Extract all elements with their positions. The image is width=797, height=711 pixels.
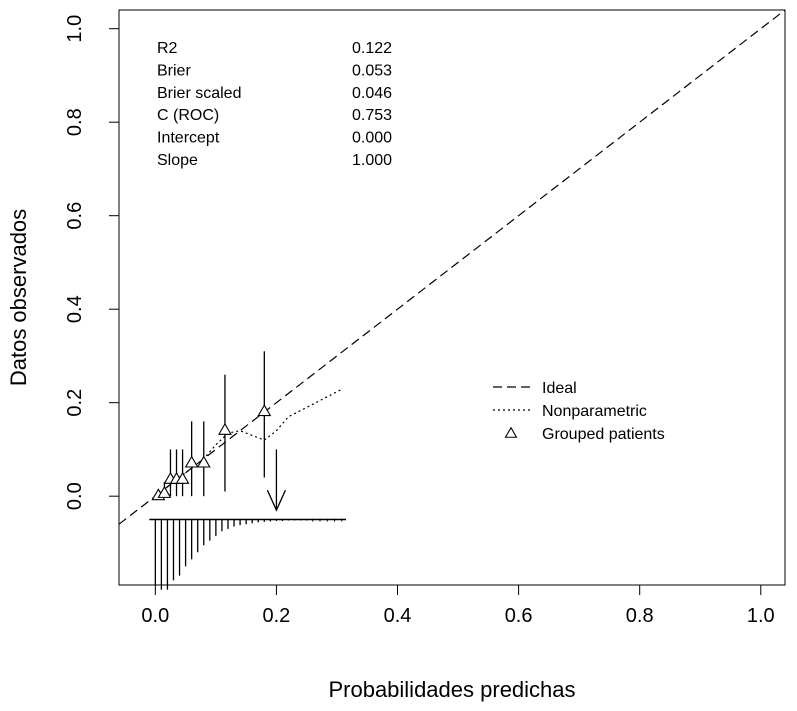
stat-value: 0.053 (352, 62, 392, 79)
x-tick-label: 0.2 (263, 605, 291, 627)
y-tick-label: 0.2 (64, 389, 86, 417)
grouped-patient-marker (196, 455, 211, 468)
y-tick-label: 0.8 (64, 108, 86, 136)
stat-value: 0.753 (352, 107, 392, 124)
stat-label: Brier scaled (157, 85, 241, 102)
stat-value: 0.046 (352, 85, 392, 102)
x-tick-label: 0.0 (141, 605, 169, 627)
x-axis-title: Probabilidades predichas (328, 677, 575, 702)
legend-label: Ideal (542, 380, 577, 397)
stat-label: Intercept (157, 130, 220, 147)
plot-frame (118, 9, 786, 586)
grouped-patient-marker (175, 471, 190, 484)
stat-label: C (ROC) (157, 107, 219, 124)
x-tick-label: 0.6 (505, 605, 533, 627)
x-tick-label: 1.0 (747, 605, 775, 627)
y-tick-label: 0.6 (64, 202, 86, 230)
x-tick-label: 0.8 (626, 605, 654, 627)
spike-histogram (149, 449, 347, 590)
legend: Ideal Nonparametric Grouped patients (493, 380, 665, 443)
stat-label: Brier (157, 62, 191, 79)
grouped-patient-marker (184, 455, 199, 468)
legend-label: Nonparametric (542, 403, 647, 420)
y-tick-label: 0.4 (64, 295, 86, 323)
arrow-head (266, 489, 287, 512)
grouped-patient-marker (218, 422, 232, 435)
stat-value: 0.000 (352, 130, 392, 147)
grouped-patient-marker (157, 485, 172, 498)
y-tick-label: 1.0 (64, 15, 86, 43)
stat-label: R2 (157, 40, 178, 57)
ideal-line (119, 10, 785, 525)
grouped-patients-layer (151, 351, 272, 501)
legend-triangle-icon (504, 426, 518, 438)
y-axis-title: Datos observados (6, 209, 31, 386)
x-tick-label: 0.4 (384, 605, 412, 627)
stat-value: 1.000 (352, 152, 392, 169)
legend-label: Grouped patients (542, 426, 665, 443)
stat-label: Slope (157, 152, 198, 169)
y-tick-label: 0.0 (64, 482, 86, 510)
grouped-patient-marker (257, 404, 272, 417)
x-axis: 0.0 0.2 0.4 0.6 0.8 1.0 (141, 585, 775, 627)
stat-value: 0.122 (352, 40, 392, 57)
y-axis: 0.0 0.2 0.4 0.6 0.8 1.0 (64, 15, 119, 510)
stats-table: R2 0.122 Brier 0.053 Brier scaled 0.046 C (ROC… (157, 40, 392, 169)
